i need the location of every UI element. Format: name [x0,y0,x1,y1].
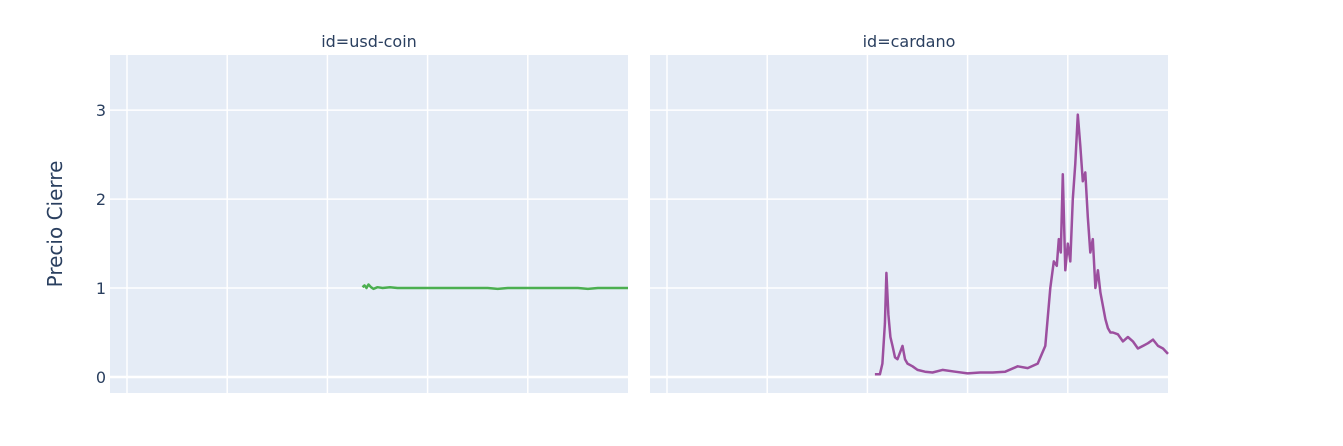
facet-title: id=cardano [863,32,956,51]
plot-background [650,55,1168,393]
facet-panel: 0 1 2 3 id=usd-coin [96,32,628,393]
facet-panel: id=cardano [650,32,1168,393]
y-axis-title: Precio Cierre [43,161,67,288]
y-tick-label: 0 [96,368,106,387]
y-tick-label: 3 [96,101,106,120]
y-tick-label: 2 [96,190,106,209]
plot-background [110,55,628,393]
y-tick-label: 1 [96,279,106,298]
facet-title: id=usd-coin [321,32,417,51]
